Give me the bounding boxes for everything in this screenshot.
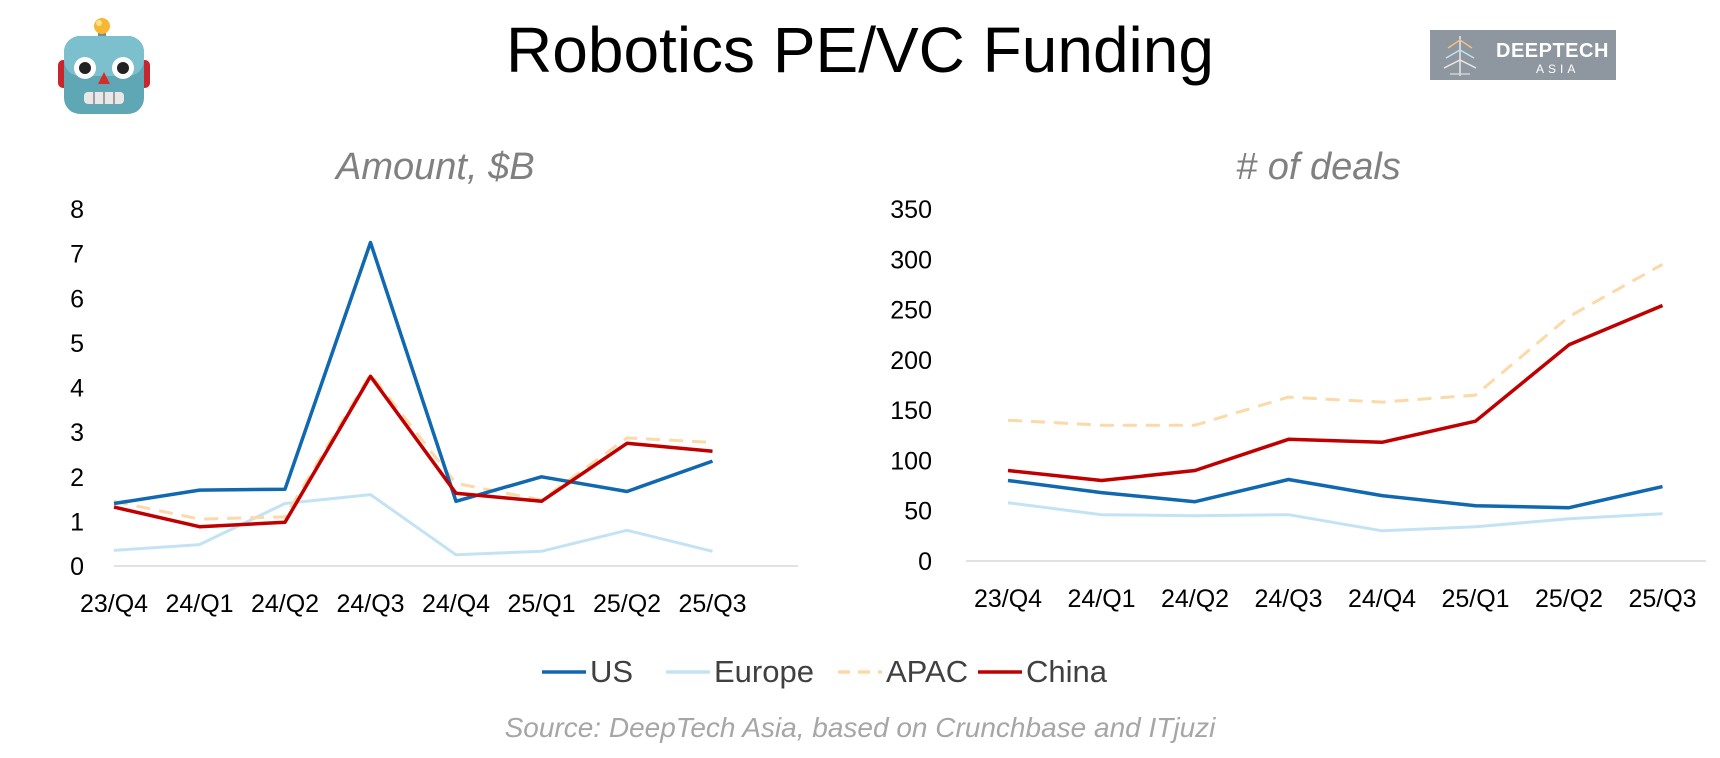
x-tick-label: 24/Q1 — [165, 590, 233, 618]
y-tick-label: 8 — [70, 196, 84, 224]
x-tick-label: 24/Q3 — [336, 590, 404, 618]
legend-label: Europe — [714, 654, 814, 689]
legend-swatch — [542, 670, 586, 674]
chart-1: 0 50 100 150 200 250 300 350 23/Q4 24/Q1 24/Q2 24/Q… — [890, 196, 1706, 613]
x-tick-label: 24/Q2 — [251, 590, 319, 618]
y-tick-label: 100 — [890, 447, 932, 475]
deeptech-asia-logo: DEEPTECH ASIA — [1430, 30, 1616, 80]
x-tick-label: 25/Q2 — [1535, 585, 1603, 613]
x-tick-label: 25/Q3 — [1628, 585, 1696, 613]
y-tick-label: 3 — [70, 419, 84, 447]
y-tick-label: 7 — [70, 241, 84, 269]
series-line-us — [1007, 477, 1663, 510]
series-line-apac — [113, 372, 713, 521]
x-tick-label: 25/Q3 — [678, 590, 746, 618]
legend-label: China — [1026, 654, 1107, 689]
y-tick-label: 300 — [890, 246, 932, 274]
x-tick-label: 23/Q4 — [974, 585, 1042, 613]
y-tick-label: 2 — [70, 464, 84, 492]
x-tick-label: 24/Q1 — [1067, 585, 1135, 613]
y-tick-label: 0 — [70, 553, 84, 581]
series-line-us — [113, 240, 714, 506]
y-tick-label: 4 — [70, 375, 84, 403]
chart-title-amount: Amount, $B — [336, 146, 535, 188]
page-title: Robotics PE/VC Funding — [506, 14, 1214, 86]
logo-line-1: DEEPTECH — [1496, 40, 1609, 62]
legend-swatch — [838, 670, 882, 674]
robot-face-icon — [58, 18, 150, 114]
y-tick-label: 250 — [890, 297, 932, 325]
source-note: Source: DeepTech Asia, based on Crunchba… — [504, 712, 1216, 743]
x-tick-label: 23/Q4 — [80, 590, 148, 618]
pagoda-logo-mark — [1443, 36, 1477, 76]
series-line-china — [1007, 303, 1664, 483]
x-tick-label: 25/Q1 — [1441, 585, 1509, 613]
legend-swatch — [666, 670, 710, 674]
series-line-china — [113, 374, 713, 529]
series-line-europe — [113, 493, 713, 557]
legend-label: US — [590, 654, 634, 689]
chart-0: 0 1 2 3 4 5 6 7 8 23/Q4 24/Q1 24/Q2 24/Q3 24/Q4 25/Q1 2… — [70, 196, 798, 618]
y-tick-label: 150 — [890, 397, 932, 425]
y-tick-label: 50 — [904, 498, 932, 526]
logo-line-2: ASIA — [1536, 62, 1580, 76]
x-tick-label: 25/Q2 — [593, 590, 661, 618]
y-tick-label: 5 — [70, 330, 84, 358]
series-line-europe — [1007, 501, 1663, 533]
x-tick-label: 25/Q1 — [507, 590, 575, 618]
legend-label: APAC — [886, 654, 969, 689]
series-line-apac — [1007, 262, 1664, 427]
x-tick-label: 24/Q3 — [1254, 585, 1322, 613]
y-tick-label: 0 — [918, 548, 932, 576]
x-tick-label: 24/Q2 — [1161, 585, 1229, 613]
y-tick-label: 6 — [70, 285, 84, 313]
x-tick-label: 24/Q4 — [1348, 585, 1416, 613]
y-tick-label: 200 — [890, 347, 932, 375]
x-tick-label: 24/Q4 — [422, 590, 490, 618]
y-tick-label: 350 — [890, 196, 932, 224]
y-tick-label: 1 — [70, 508, 84, 536]
chart-title-deals: # of deals — [1236, 146, 1401, 188]
legend-swatch — [978, 670, 1022, 674]
